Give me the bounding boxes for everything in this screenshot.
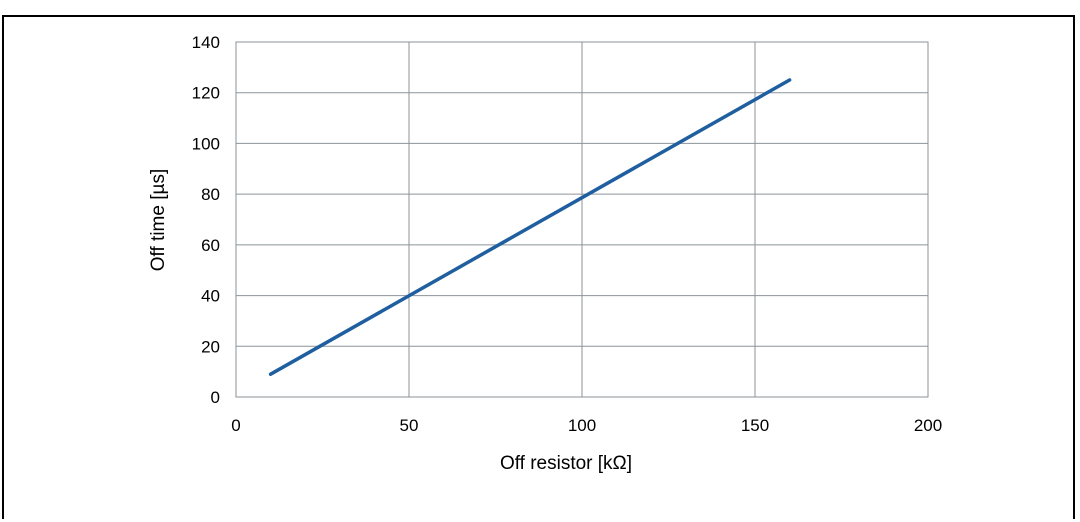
y-tick-label: 100 (192, 134, 220, 153)
y-tick-label: 80 (201, 185, 220, 204)
figure-frame (2, 15, 1075, 519)
y-tick-label: 20 (201, 337, 220, 356)
y-tick-label: 60 (201, 236, 220, 255)
x-tick-label: 200 (914, 416, 942, 435)
x-tick-label: 50 (400, 416, 419, 435)
x-axis-label: Off resistor [kΩ] (500, 453, 632, 474)
plot-area (235, 41, 929, 398)
y-tick-label: 140 (192, 33, 220, 52)
x-tick-label: 100 (568, 416, 596, 435)
y-tick-label: 120 (192, 84, 220, 103)
y-tick-label: 40 (201, 287, 220, 306)
series-line (268, 78, 792, 376)
x-tick-label: 150 (741, 416, 769, 435)
y-tick-label: 0 (211, 388, 220, 407)
x-tick-label: 0 (231, 416, 240, 435)
y-axis-label: Off time [µs] (148, 169, 169, 271)
